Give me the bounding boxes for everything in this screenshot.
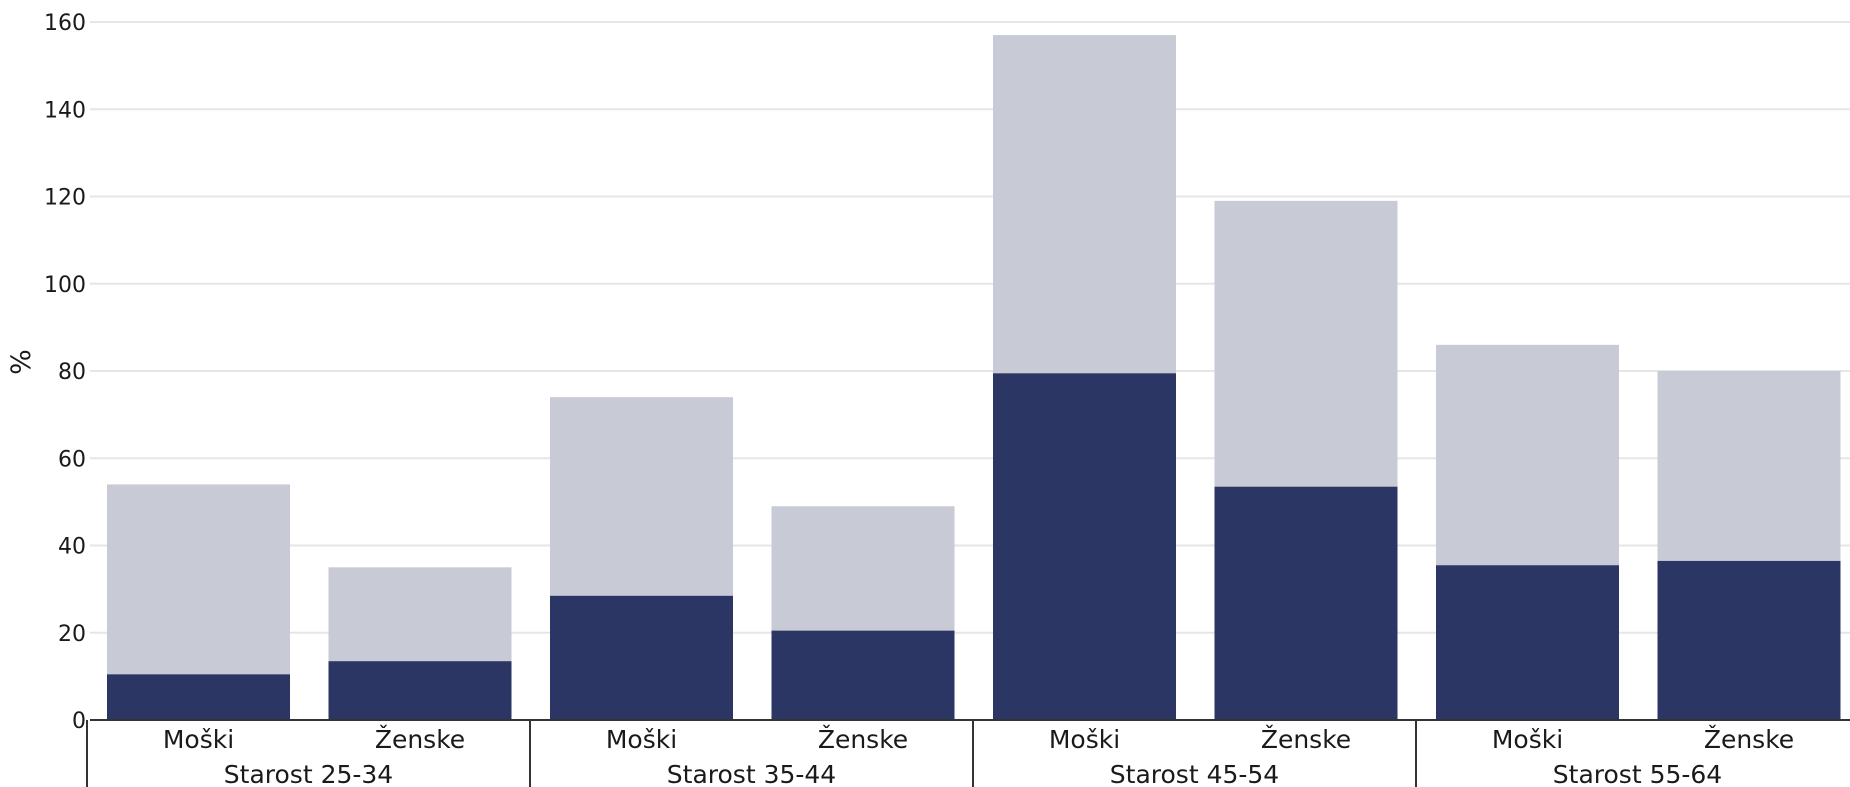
y-tick-label: 120: [44, 186, 86, 211]
x-tick-label: Ženske: [1704, 725, 1794, 754]
y-axis-ticks: 0 20 40 60 80 100 120 140 160: [44, 11, 86, 734]
x-group-label: Starost 45-54: [1110, 760, 1279, 787]
y-tick-label: 80: [58, 360, 86, 385]
x-tick-label: Moški: [1049, 725, 1120, 754]
y-tick-label: 60: [58, 447, 86, 472]
x-axis: Moški Ženske Moški Ženske Moški Ženske Moški Že…: [86, 719, 1850, 787]
bar-segment-dark: [1436, 565, 1619, 720]
y-tick-label: 160: [44, 11, 86, 36]
x-tick-label: Ženske: [375, 725, 465, 754]
bar-segment-dark: [771, 630, 955, 720]
bar-segment-light: [1657, 371, 1841, 561]
bar-segment-dark: [107, 674, 290, 720]
x-group-label: Starost 25-34: [224, 760, 393, 787]
y-tick-label: 140: [44, 98, 86, 123]
bar-segment-dark: [993, 373, 1176, 720]
bar-segment-light: [1214, 200, 1398, 487]
gridlines: [90, 21, 1850, 634]
y-tick-label: 40: [58, 535, 86, 560]
x-tick-label: Moški: [1492, 725, 1563, 754]
bar-segment-dark: [550, 595, 733, 720]
x-group-label: Starost 55-64: [1553, 760, 1722, 787]
bars: [107, 35, 1841, 720]
x-tick-label: Moški: [163, 725, 234, 754]
bar-segment-dark: [1214, 486, 1398, 720]
x-tick-label: Ženske: [818, 725, 908, 754]
bar-segment-light: [550, 397, 733, 596]
bar-segment-light: [107, 484, 290, 675]
bar-segment-light: [993, 35, 1176, 374]
bar-segment-light: [771, 506, 955, 631]
bar-segment-light: [1436, 344, 1619, 566]
y-tick-label: 20: [58, 622, 86, 647]
bar-segment-light: [328, 567, 512, 662]
y-tick-label: 100: [44, 273, 86, 298]
x-group-label: Starost 35-44: [667, 760, 836, 787]
x-tick-label: Moški: [606, 725, 677, 754]
bar-segment-dark: [328, 661, 512, 720]
x-tick-label: Ženske: [1261, 725, 1351, 754]
bar-segment-dark: [1657, 560, 1841, 720]
y-axis-title: %: [6, 349, 37, 375]
y-tick-label: 0: [72, 709, 86, 734]
